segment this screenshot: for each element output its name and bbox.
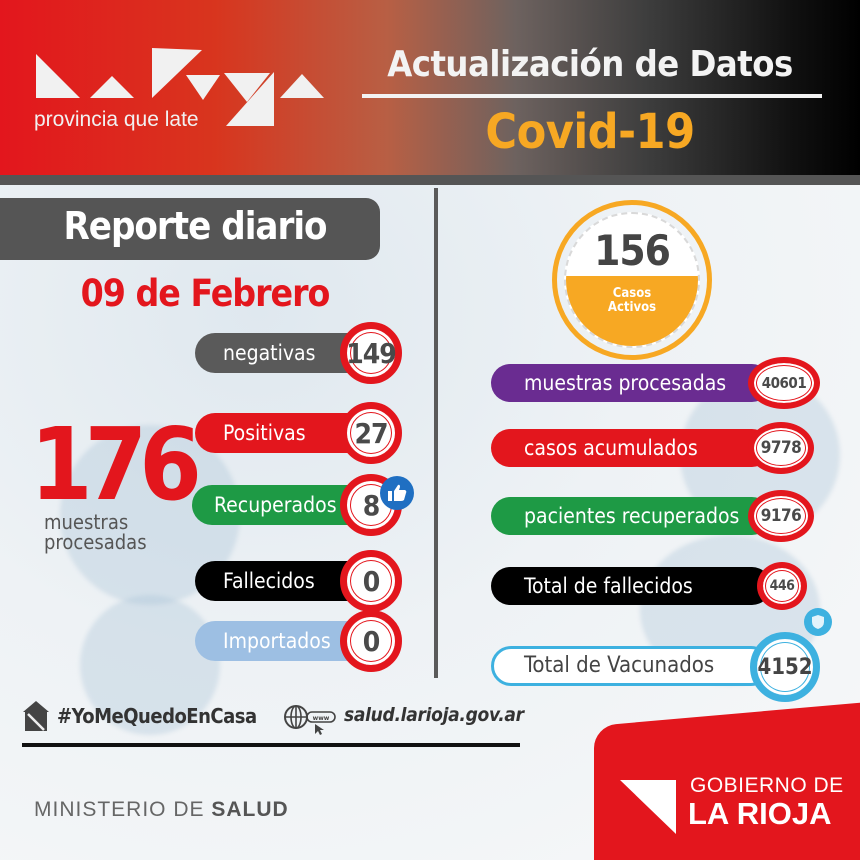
- stat-importados-value: 0: [340, 610, 402, 672]
- page-title: Actualización de Datos: [387, 44, 793, 85]
- total-muestras: muestras procesadas: [491, 364, 771, 402]
- daily-report-title: Reporte diario: [63, 204, 327, 248]
- total-fallecidos-value: 446: [757, 562, 807, 610]
- column-divider: [434, 188, 438, 678]
- samples-total: 176: [30, 406, 202, 523]
- government-logo-icon: [620, 780, 676, 834]
- total-casos-value: 9778: [748, 422, 814, 474]
- active-label-line2: Activos: [607, 300, 657, 315]
- stat-fallecidos-value: 0: [340, 550, 402, 612]
- header-border: [0, 175, 860, 185]
- thumbs-up-icon: [380, 476, 414, 510]
- stat-positivas-value: 27: [340, 402, 402, 464]
- samples-label: muestras procesadas: [44, 512, 147, 552]
- title-divider: [362, 94, 822, 98]
- globe-www-icon: www: [284, 705, 336, 735]
- active-cases-ring: [552, 200, 712, 360]
- ministry-label: MINISTERIO DE SALUD: [34, 798, 289, 822]
- total-muestras-value: 40601: [748, 357, 820, 409]
- total-recuperados-value: 9176: [748, 490, 814, 542]
- logo-tagline: provincia que late: [34, 108, 199, 131]
- total-casos: casos acumulados: [491, 429, 771, 467]
- la-rioja-logo: [36, 48, 324, 126]
- total-vacunados-value: 4152: [750, 632, 820, 702]
- home-icon: [23, 701, 49, 731]
- daily-report-banner: [0, 198, 380, 260]
- government-line1: GOBIERNO DE: [690, 774, 844, 797]
- stat-negativas-value: 149: [340, 322, 402, 384]
- website-link[interactable]: salud.larioja.gov.ar: [344, 704, 524, 726]
- total-recuperados: pacientes recuperados: [491, 497, 771, 535]
- report-date: 09 de Febrero: [80, 272, 331, 315]
- total-vacunados: Total de Vacunados: [491, 646, 771, 686]
- ministry-light: MINISTERIO DE: [34, 798, 212, 821]
- header-banner: provincia que late Actualización de Dato…: [0, 0, 860, 175]
- active-cases-label: Casos Activos: [564, 287, 700, 315]
- svg-text:www: www: [313, 715, 330, 722]
- hashtag-text: #YoMeQuedoEnCasa: [57, 704, 257, 728]
- shield-icon: [804, 608, 832, 636]
- active-cases-badge: [564, 212, 700, 348]
- page-subtitle: Covid-19: [485, 104, 695, 160]
- samples-label-line1: muestras: [44, 510, 129, 534]
- total-fallecidos: Total de fallecidos: [491, 567, 771, 605]
- active-cases-value: 156: [594, 226, 671, 275]
- active-label-line1: Casos: [612, 286, 652, 301]
- footer-divider: [22, 743, 520, 747]
- ministry-bold: SALUD: [211, 798, 289, 821]
- samples-label-line2: procesadas: [44, 530, 147, 554]
- government-line2: LA RIOJA: [688, 796, 832, 831]
